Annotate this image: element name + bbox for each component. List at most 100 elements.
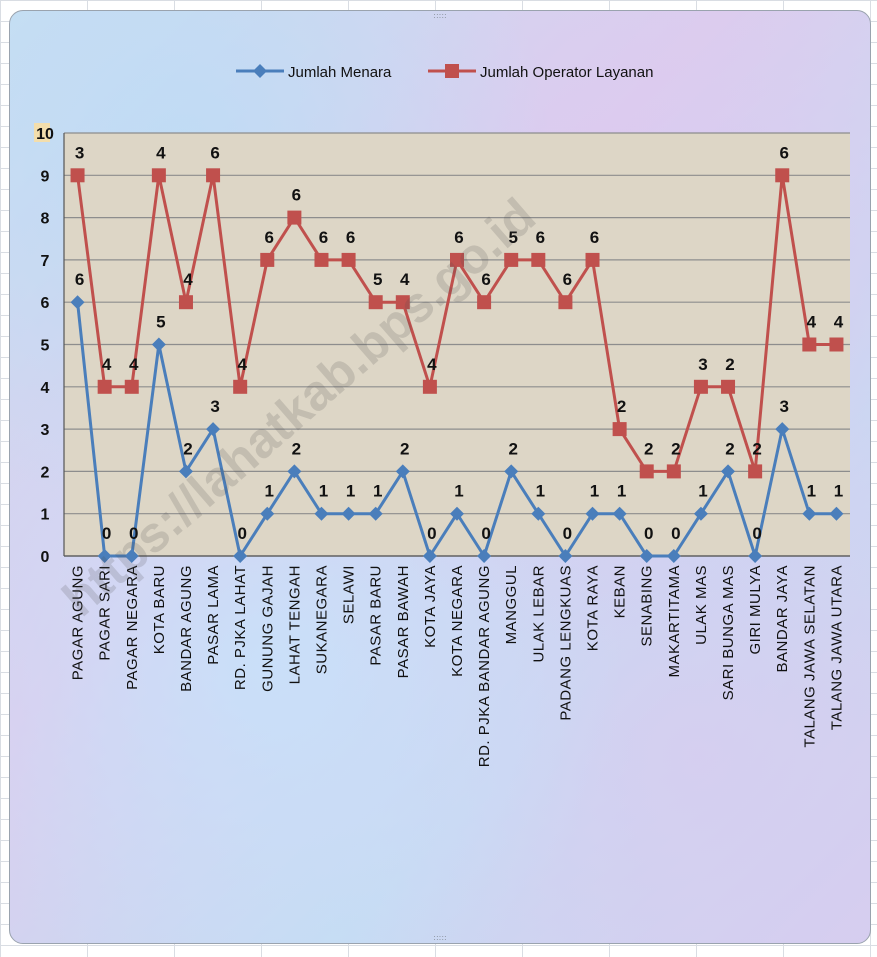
data-point-marker[interactable] <box>775 168 790 183</box>
data-point-marker[interactable] <box>287 210 302 225</box>
data-point-marker[interactable] <box>693 506 708 521</box>
data-point-marker[interactable] <box>178 464 193 479</box>
data-label: 2 <box>183 439 192 458</box>
data-point-marker[interactable] <box>829 506 844 521</box>
data-point-marker[interactable] <box>531 506 546 521</box>
data-label: 4 <box>834 313 844 332</box>
resize-handle-bottom[interactable]: ::::: <box>433 933 447 942</box>
x-category-label: PADANG LENGKUAS <box>557 565 574 721</box>
data-point-marker[interactable] <box>368 506 383 521</box>
data-point-marker[interactable] <box>829 337 844 352</box>
x-category-label: PAGAR SARI <box>97 565 114 661</box>
data-point-marker[interactable] <box>395 295 410 310</box>
data-label: 5 <box>508 228 517 247</box>
x-category-label: PAGAR NEGARA <box>124 565 141 690</box>
data-label: 6 <box>346 228 355 247</box>
data-point-marker[interactable] <box>639 464 654 479</box>
data-label: 6 <box>780 143 789 162</box>
x-category-label: LAHAT TENGAH <box>286 565 303 684</box>
data-label: 2 <box>671 439 680 458</box>
data-label: 0 <box>237 524 246 543</box>
data-point-marker[interactable] <box>639 549 654 563</box>
data-point-marker[interactable] <box>775 422 790 437</box>
data-point-marker[interactable] <box>422 379 437 394</box>
data-label: 6 <box>319 228 328 247</box>
y-tick-label: 5 <box>41 338 50 355</box>
data-point-marker[interactable] <box>666 464 681 479</box>
data-point-marker[interactable] <box>368 295 383 310</box>
legend-label-jumlah-menara: Jumlah Menara <box>288 64 392 81</box>
y-tick-label: 9 <box>41 168 50 185</box>
x-category-label: KOTA BARU <box>151 565 168 654</box>
data-point-marker[interactable] <box>585 506 600 521</box>
data-point-marker[interactable] <box>97 379 112 394</box>
x-category-label: PASAR BAWAH <box>395 565 412 678</box>
data-point-marker[interactable] <box>314 252 329 267</box>
data-point-marker[interactable] <box>504 464 519 479</box>
data-point-marker[interactable] <box>206 422 221 437</box>
data-label: 4 <box>427 355 437 374</box>
data-point-marker[interactable] <box>802 337 817 352</box>
data-label: 1 <box>590 482 599 501</box>
data-point-marker[interactable] <box>178 295 193 310</box>
data-point-marker[interactable] <box>450 506 464 521</box>
data-point-marker[interactable] <box>802 506 817 521</box>
data-point-marker[interactable] <box>666 549 681 563</box>
data-label: 6 <box>454 228 463 247</box>
y-tick-label: 1 <box>41 507 50 524</box>
data-point-marker[interactable] <box>97 549 112 563</box>
data-point-marker[interactable] <box>124 549 139 563</box>
data-point-marker[interactable] <box>395 464 410 479</box>
data-point-marker[interactable] <box>558 549 573 563</box>
data-label: 6 <box>210 143 219 162</box>
data-point-marker[interactable] <box>477 295 492 310</box>
data-point-marker[interactable] <box>422 549 437 563</box>
data-point-marker[interactable] <box>260 506 275 521</box>
data-point-marker[interactable] <box>748 549 763 563</box>
data-point-marker[interactable] <box>693 379 708 394</box>
data-point-marker[interactable] <box>70 168 85 183</box>
data-point-marker[interactable] <box>504 252 519 267</box>
data-point-marker[interactable] <box>287 464 302 479</box>
x-category-label: ULAK MAS <box>693 565 710 645</box>
data-point-marker[interactable] <box>124 379 139 394</box>
x-category-label: SUKANEGARA <box>313 565 330 674</box>
data-label: 6 <box>481 270 490 289</box>
data-point-marker[interactable] <box>341 506 356 521</box>
data-label: 1 <box>373 482 382 501</box>
data-point-marker[interactable] <box>721 379 736 394</box>
x-category-label: TALANG JAWA UTARA <box>828 565 845 730</box>
resize-handle-top[interactable]: ::::: <box>433 11 447 20</box>
data-point-marker[interactable] <box>450 252 464 267</box>
data-point-marker[interactable] <box>477 549 492 563</box>
data-label: 6 <box>590 228 599 247</box>
data-point-marker[interactable] <box>206 168 221 183</box>
data-point-marker[interactable] <box>70 295 85 310</box>
data-point-marker[interactable] <box>260 252 275 267</box>
data-point-marker[interactable] <box>233 379 248 394</box>
data-point-marker[interactable] <box>151 337 166 352</box>
data-label: 4 <box>102 355 112 374</box>
data-point-marker[interactable] <box>721 464 736 479</box>
x-category-label: GIRI MULYA <box>747 565 764 654</box>
data-point-marker[interactable] <box>558 295 573 310</box>
data-point-marker[interactable] <box>151 168 166 183</box>
data-point-marker[interactable] <box>341 252 356 267</box>
legend-marker <box>253 64 267 78</box>
data-label: 4 <box>183 270 193 289</box>
data-point-marker[interactable] <box>612 422 627 437</box>
data-label: 1 <box>346 482 355 501</box>
x-category-label: KOTA RAYA <box>585 565 602 651</box>
data-point-marker[interactable] <box>233 549 248 563</box>
data-label: 1 <box>617 482 626 501</box>
data-point-marker[interactable] <box>531 252 546 267</box>
data-point-marker[interactable] <box>612 506 627 521</box>
legend-marker <box>445 64 459 78</box>
y-tick-label: 10 <box>36 126 54 143</box>
data-point-marker[interactable] <box>314 506 329 521</box>
data-point-marker[interactable] <box>585 252 600 267</box>
data-label: 6 <box>75 270 84 289</box>
x-category-label: SELAWI <box>341 565 358 624</box>
data-point-marker[interactable] <box>748 464 763 479</box>
